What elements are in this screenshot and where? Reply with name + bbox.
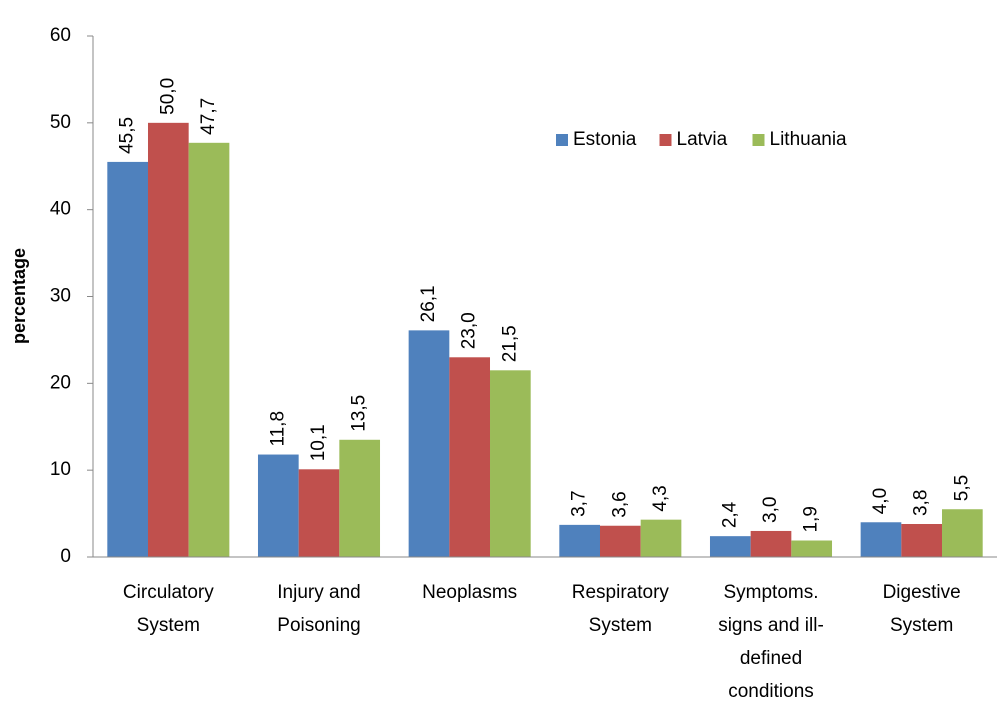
value-label: 3,0 [760, 497, 781, 523]
y-tick-label: 60 [50, 25, 71, 46]
x-tick-label: Circulatory System [122, 582, 214, 636]
value-label: 45,5 [117, 117, 138, 154]
legend-swatch [752, 134, 765, 146]
bar [860, 522, 902, 557]
legend-label: Lithuania [770, 129, 848, 150]
x-tick-label: Neoplasms [422, 582, 518, 603]
value-label: 47,7 [198, 98, 219, 135]
bar [298, 469, 340, 557]
y-tick-label: 30 [50, 286, 71, 307]
bar [449, 357, 491, 557]
value-label: 3,8 [911, 490, 932, 516]
bar [901, 524, 943, 557]
value-label: 3,6 [609, 491, 630, 517]
x-tick-label: Respiratory System [571, 582, 669, 636]
value-label: 50,0 [157, 78, 178, 115]
value-label: 4,0 [870, 488, 891, 514]
value-label: 3,7 [569, 490, 590, 516]
bar [408, 330, 450, 557]
legend-label: Latvia [677, 129, 728, 150]
bar [490, 370, 531, 557]
value-label: 13,5 [349, 395, 370, 432]
bar [709, 536, 751, 557]
value-label: 1,9 [801, 506, 822, 532]
value-label: 4,3 [650, 485, 671, 511]
y-axis-label: percentage [9, 248, 29, 344]
y-tick-label: 0 [60, 546, 71, 567]
bar [750, 530, 792, 557]
y-tick-label: 50 [50, 112, 71, 133]
x-tick-label: Digestive System [882, 582, 961, 636]
bar [107, 161, 148, 558]
y-tick-label: 20 [50, 372, 71, 393]
bar [188, 142, 230, 557]
value-label: 26,1 [418, 285, 439, 322]
value-label: 2,4 [719, 501, 740, 528]
legend-label: Estonia [573, 129, 637, 150]
legend-swatch [556, 134, 568, 146]
value-label: 11,8 [267, 411, 288, 447]
bar [640, 519, 682, 557]
bar [599, 525, 641, 557]
value-label: 5,5 [951, 475, 972, 501]
bar [339, 439, 381, 557]
bar [791, 540, 833, 557]
value-label: 23,0 [459, 312, 480, 349]
bar [147, 122, 189, 557]
bar [559, 524, 600, 557]
y-tick-label: 40 [50, 199, 71, 220]
x-tick-label: Injury and Poisoning [277, 582, 361, 636]
bar [942, 509, 983, 557]
value-label: 10,1 [308, 424, 329, 461]
x-tick-label: Symptoms. signs and ill-defined conditio… [718, 582, 824, 702]
bar [257, 454, 299, 557]
y-tick-label: 10 [50, 459, 71, 480]
value-label: 21,5 [499, 325, 520, 362]
legend-swatch [659, 134, 672, 146]
